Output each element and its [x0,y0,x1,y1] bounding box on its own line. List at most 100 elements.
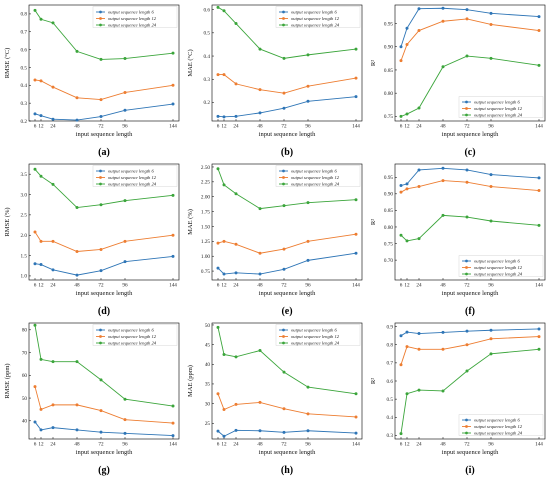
data-point [465,343,469,347]
data-point [465,8,469,12]
data-point [258,207,262,211]
data-point [399,432,403,436]
legend-label: output sequence length 6 [474,259,521,264]
data-point [33,262,37,266]
y-tick-label: 0.4 [204,54,211,60]
x-tick-label: 72 [281,442,287,448]
legend-label: output sequence length 6 [474,418,521,423]
legend-box [458,96,544,118]
data-point [216,167,220,171]
legend-label: output sequence length 24 [108,182,157,187]
data-point [33,385,37,389]
data-point [465,168,469,172]
data-point [441,65,445,69]
x-tick-label: 48 [74,283,80,289]
series-line-s12 [34,231,174,252]
data-point [465,215,469,219]
data-point [399,233,403,237]
chart-panel-3: 0.75 0.80 0.85 0.90 0.95 6 12 24 48 72 96 144 input … [367,0,550,159]
x-tick-label: 48 [257,442,263,448]
data-point [441,389,445,393]
series-line-s12 [400,18,540,61]
legend-marker [99,10,102,14]
y-tick-label: 80 [22,328,28,334]
data-point [282,204,286,208]
x-tick-label: 96 [305,442,311,448]
legend-box [275,324,361,346]
legend-marker [282,169,285,173]
chart-panel-7: 40 50 60 70 80 6 12 24 48 72 96 144 input sequence l… [1,318,184,477]
data-point [417,168,421,172]
legend-label: output sequence length 24 [474,113,523,118]
x-tick-label: 6 [400,283,403,289]
data-point [489,22,493,26]
x-tick-label: 72 [281,124,287,130]
data-point [171,102,175,106]
chart-svg: 0.2 0.3 0.4 0.5 0.6 0.7 0.8 6 12 24 48 72 96 144 input… [4,4,180,158]
data-point [417,185,421,189]
data-point [537,15,541,19]
data-point [99,378,103,382]
y-tick-label: 0.90 [384,192,393,198]
data-point [405,330,409,334]
data-point [75,118,79,122]
data-point [354,76,358,80]
y-axis-label: RMSE (%) [4,207,11,236]
x-tick-label: 72 [464,283,470,289]
data-point [282,106,286,110]
series-line-s12 [217,233,357,254]
y-tick-label: 0.70 [384,258,393,264]
x-tick-label: 72 [98,283,104,289]
x-tick-label: 12 [404,124,410,130]
data-point [234,22,238,26]
data-point [399,114,403,118]
data-point [465,329,469,333]
data-point [99,203,103,207]
data-point [399,363,403,367]
data-point [33,323,37,327]
y-tick-label: 1.00 [201,254,210,260]
legend-marker [465,425,468,428]
panel-label: (b) [281,147,293,158]
data-point [222,9,226,13]
legend-label: output sequence length 12 [291,334,340,339]
y-tick-label: 0.4 [21,83,28,89]
y-tick-label: 2.00 [201,195,210,201]
data-point [489,352,493,356]
legend-box [92,165,178,187]
data-point [354,415,358,419]
data-point [234,114,238,118]
data-point [537,189,541,193]
y-axis-label: MAE (%) [187,209,194,235]
series-line-s6 [34,255,174,276]
legend-marker [99,17,102,20]
y-tick-label: 40 [22,419,28,425]
x-tick-label: 144 [352,124,360,130]
y-tick-label: 0.2 [21,119,28,125]
data-point [171,51,175,55]
data-point [306,53,310,57]
legend-marker [99,335,102,338]
x-tick-label: 12 [221,442,227,448]
chart-svg: 0.75 1.00 1.25 1.50 1.75 2.00 2.25 2.50 6 12 24 48 7… [187,163,363,317]
chart-panel-8: 25 30 35 40 45 50 6 12 24 48 72 96 144 input sequence… [184,318,367,477]
data-point [417,7,421,11]
x-tick-label: 24 [233,442,239,448]
data-point [171,233,175,237]
y-tick-label: 0.5 [204,31,211,37]
legend-label: output sequence length 24 [291,341,340,346]
series-line-s12 [34,79,174,101]
data-point [51,403,55,407]
legend-label: output sequence length 24 [474,431,523,436]
x-axis-label: input sequence length [259,449,316,456]
data-point [417,29,421,33]
plot-frame [28,322,180,440]
legend-marker [282,17,285,20]
data-point [234,192,238,196]
data-point [306,84,310,88]
y-tick-label: 0.75 [384,241,393,247]
x-tick-label: 48 [440,124,446,130]
data-point [234,355,238,359]
y-tick-label: 30 [205,401,211,407]
legend-marker [282,182,285,186]
